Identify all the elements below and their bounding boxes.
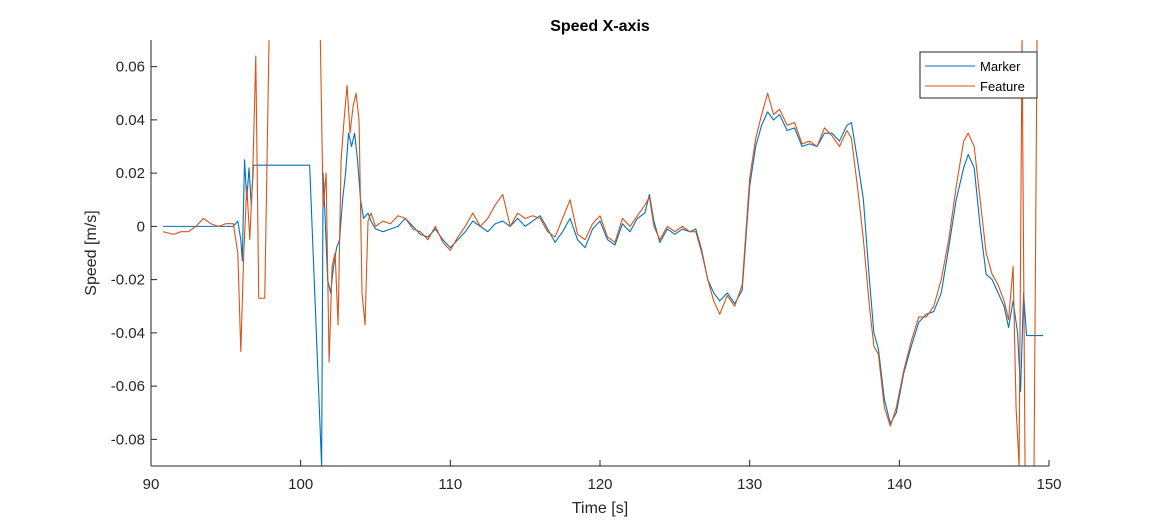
plot-background — [151, 40, 1049, 466]
y-tick-label: 0.06 — [116, 59, 145, 76]
y-tick-label: -0.04 — [111, 325, 145, 342]
x-axis-label: Time [s] — [572, 500, 628, 517]
y-tick-label: -0.08 — [111, 431, 145, 448]
x-tick-label: 140 — [887, 476, 912, 493]
y-tick-label: 0.02 — [116, 165, 145, 182]
series-layer — [162, 40, 1044, 466]
chart-title: Speed X-axis — [550, 18, 650, 35]
y-tick-label: 0 — [137, 218, 145, 235]
y-ticks: -0.08 -0.06 -0.04 -0.02 0 0.02 0.04 0.06 — [111, 59, 157, 448]
x-tick-label: 100 — [288, 476, 313, 493]
legend-label-feature: Feature — [980, 79, 1025, 94]
series-line-feature — [162, 40, 1038, 466]
x-tick-label: 150 — [1036, 476, 1061, 493]
legend-label-marker: Marker — [980, 59, 1021, 74]
legend-box — [919, 51, 1038, 99]
y-tick-label: -0.06 — [111, 378, 145, 395]
y-axis-label: Speed [m/s] — [83, 210, 100, 295]
x-ticks: 90 100 110 120 130 140 150 — [143, 460, 1062, 493]
x-tick-label: 90 — [143, 476, 160, 493]
y-tick-label: 0.04 — [116, 112, 145, 129]
legend: Marker Feature — [919, 51, 1038, 99]
x-tick-label: 110 — [438, 476, 462, 493]
plot-area: 90 100 110 120 130 140 150 -0.08-0.06-0.04-0.0… — [111, 40, 1062, 493]
x-tick-label: 130 — [737, 476, 762, 493]
y-tick-label: -0.02 — [111, 272, 145, 289]
x-tick-label: 120 — [587, 476, 612, 493]
